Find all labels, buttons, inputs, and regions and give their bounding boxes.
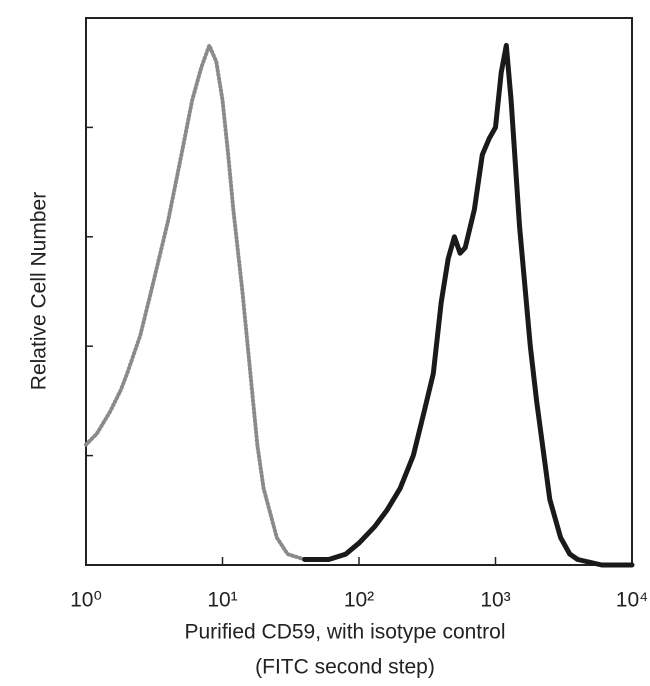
x-tick-label: 10³	[480, 589, 510, 612]
histogram-line	[84, 43, 331, 562]
x-axis-label: (FITC second step)	[255, 656, 435, 679]
x-axis-label: Purified CD59, with isotype control	[185, 621, 506, 644]
x-tick-label: 10¹	[207, 589, 237, 612]
x-tick-label: 10⁴	[616, 589, 648, 612]
x-tick-label: 10⁰	[70, 589, 102, 612]
histogram-line	[302, 42, 635, 568]
x-tick-label: 10²	[344, 589, 374, 612]
y-axis-label: Relative Cell Number	[28, 192, 51, 390]
